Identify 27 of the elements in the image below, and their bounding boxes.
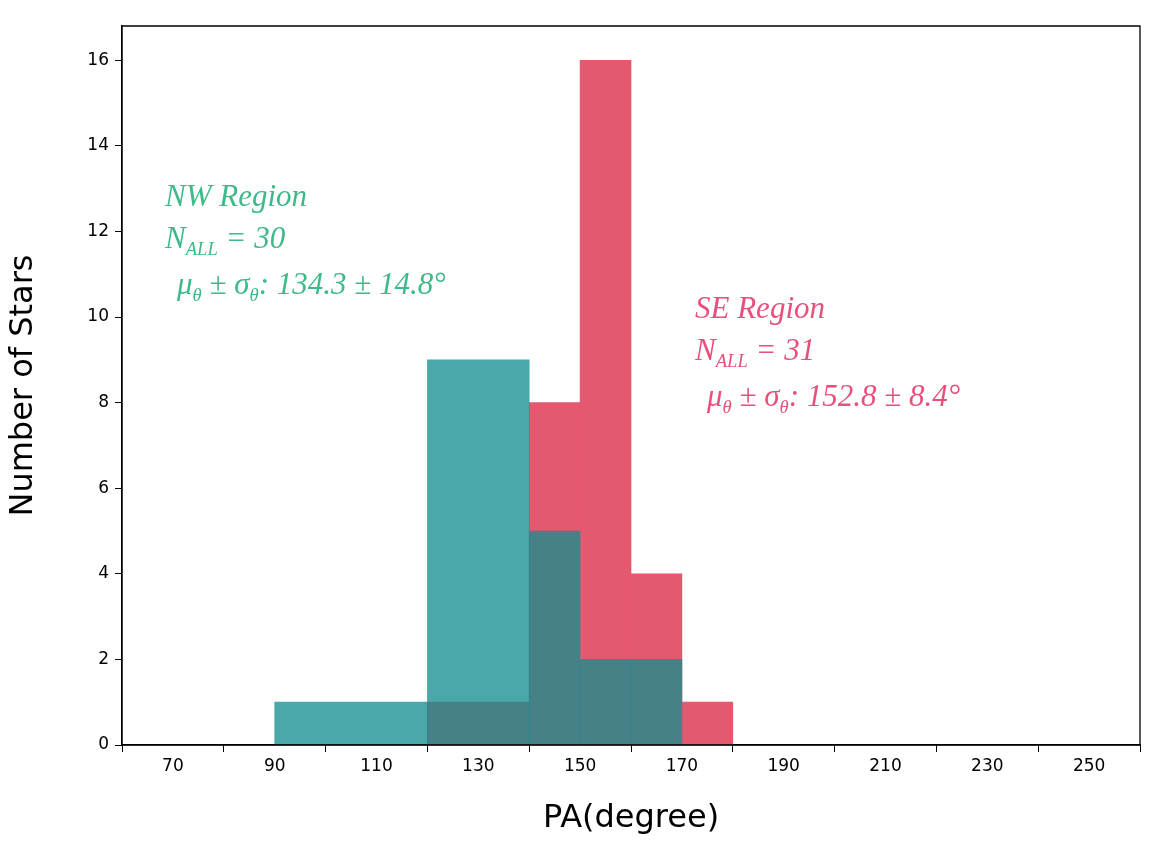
x-tick-label: 210 <box>869 754 902 775</box>
x-tick-label: 130 <box>462 754 495 775</box>
y-tick-label: 16 <box>87 48 109 69</box>
x-tick-label: 230 <box>971 754 1004 775</box>
x-tick-label: 170 <box>665 754 699 775</box>
annotation: N$_{ALL}$ = 30 <box>165 220 286 260</box>
y-tick-label: 8 <box>98 391 109 412</box>
y-tick-label: 0 <box>98 733 109 754</box>
y-tick-label: 12 <box>87 219 109 240</box>
x-tick-label: 90 <box>263 754 286 775</box>
x-axis-title: PA(degree) <box>542 797 720 836</box>
y-axis-title: Number of Stars <box>1 254 40 517</box>
y-tick-label: 10 <box>87 305 109 326</box>
x-tick-label: 190 <box>767 754 800 775</box>
x-tick-label: 110 <box>360 754 393 775</box>
annotation: μ$_{θ}$ ± σ$_{θ}$: 134.3 ± 14.8° <box>177 266 446 306</box>
annotation: NW Region <box>165 178 308 213</box>
x-tick-label: 70 <box>162 754 184 775</box>
y-tick-label: 6 <box>98 476 109 497</box>
y-tick-label: 2 <box>98 647 109 668</box>
annotation: N$_{ALL}$ = 31 <box>695 332 816 372</box>
x-tick-label: 150 <box>563 754 597 775</box>
y-tick-label: 4 <box>98 562 109 583</box>
annotation: μ$_{θ}$ ± σ$_{θ}$: 152.8 ± 8.4° <box>707 378 961 418</box>
annotation: SE Region <box>695 290 825 325</box>
y-tick-label: 14 <box>87 134 109 155</box>
x-tick-label: 250 <box>1072 754 1106 775</box>
